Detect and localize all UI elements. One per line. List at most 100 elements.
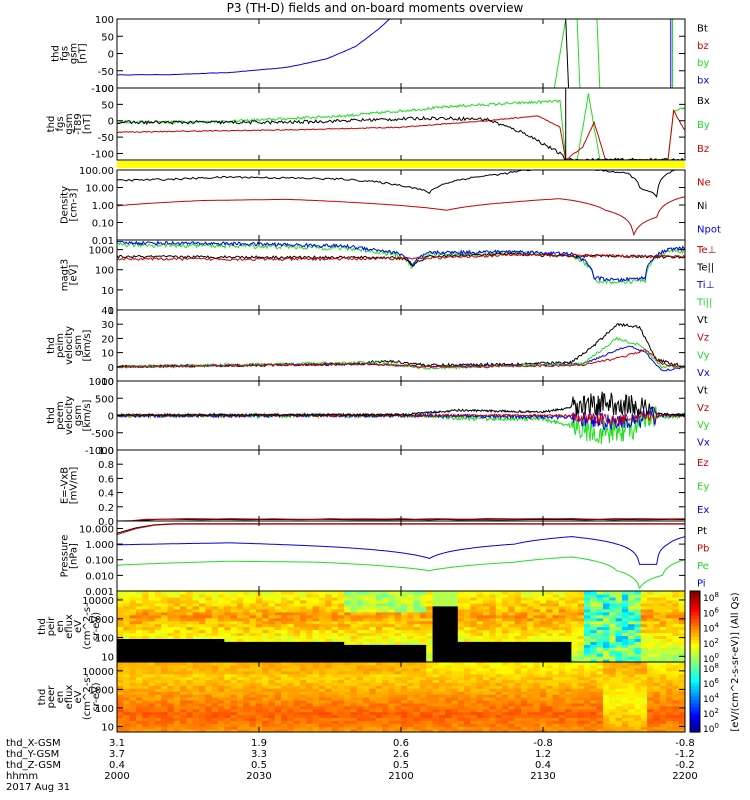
spectrogram-cell [520,626,528,631]
spectrogram-cell [205,629,213,634]
spectrogram-cell [590,653,598,657]
spectrogram-cell [552,702,560,707]
spectrogram-cell [432,720,440,724]
spectrogram-cell [502,626,509,631]
spectrogram-cell [123,711,131,716]
spectrogram-cell [470,682,478,686]
spectrogram-cell [337,608,345,613]
spectrogram-cell [167,708,175,713]
spectrogram-cell [520,653,528,657]
spectrogram-cell [533,729,541,732]
spectrogram-cell [508,714,516,718]
spectrogram-cell [527,650,535,654]
spectrogram-cell [281,635,288,639]
spectrogram-cell [249,656,257,660]
spectrogram-cell [407,653,415,657]
spectrogram-cell [672,685,680,689]
spectrogram-cell [135,723,143,727]
spectrogram-cell [274,667,282,672]
spectrogram-cell [653,705,661,710]
spectrogram-cell [375,596,383,601]
spectrogram-cell [666,626,673,631]
spectrogram-cell [653,679,661,683]
spectrogram-cell [287,673,295,678]
spectrogram-cell [129,699,137,704]
spectrogram-cell [135,635,143,639]
spectrogram-cell [325,694,333,698]
spectrogram-cell [407,617,415,622]
spectrogram-cell [470,638,478,642]
x-row-value: 2.6 [393,749,409,760]
spectrogram-cell [344,596,352,601]
spectrogram-cell [350,664,358,669]
spectrogram-cell [205,664,213,669]
spectrogram-cell [678,605,685,610]
spectrogram-cell [123,638,131,642]
spectrogram-cell [337,591,345,595]
spectrogram-cell [546,711,554,716]
spectrogram-cell [615,635,623,639]
spectrogram-cell [577,644,585,648]
spectrogram-cell [167,632,175,636]
spectrogram-cell [647,717,654,721]
spectrogram-cell [672,670,680,675]
spectrogram-cell [590,694,598,698]
spectrogram-cell [312,708,320,713]
spectrogram-cell [596,694,604,698]
spectrogram-cell [230,702,238,707]
spectrogram-cell [382,614,389,619]
spectrogram-cell [413,714,421,718]
spectrogram-cell [274,659,282,662]
spectrogram-cell [647,676,654,681]
spectrogram-cell [199,688,206,692]
spectrogram-cell [388,653,396,657]
spectrogram-cell [495,667,503,672]
spectrogram-cell [508,611,516,616]
spectrogram-cell [224,594,232,598]
spectrogram-cell [306,635,314,639]
spectrogram-cell [375,670,383,675]
spectrogram-cell [312,650,320,654]
spectrogram-cell [634,711,642,716]
spectrogram-cell [470,720,478,724]
spectrogram-cell [533,679,541,683]
spectrogram-cell [356,599,364,604]
spectrogram-cell [514,594,522,598]
spectrogram-cell [129,708,137,713]
spectrogram-cell [236,726,244,730]
spectrogram-cell [262,605,270,610]
spectrogram-cell [236,720,244,724]
spectrogram-cell [369,632,377,636]
spectrogram-cell [571,617,579,622]
spectrogram-cell [432,650,440,654]
spectrogram-cell [148,591,156,595]
spectrogram-cell [394,717,402,721]
spectrogram-cell [356,644,364,648]
spectrogram-cell [236,667,244,672]
y-axis-label: thd [37,689,48,706]
spectrogram-cell [356,662,364,666]
spectrogram-cell [331,691,339,695]
spectrogram-cell [419,670,427,675]
spectrogram-cell [375,679,383,683]
spectrogram-cell [672,699,680,704]
spectrogram-cell [514,596,522,601]
series-by [576,19,581,88]
spectrogram-cell [407,717,415,721]
y-axis-label: fgs [55,116,66,131]
spectrogram-cell [117,647,124,651]
spectrogram-cell [337,632,345,636]
spectrogram-cell [192,644,200,648]
spectrogram-cell [281,726,288,730]
spectrogram-cell [546,623,554,628]
spectrogram-cell [249,711,257,716]
spectrogram-cell [300,650,307,654]
spectrogram-cell [350,670,358,675]
y-tick-label: 10 [101,722,114,733]
spectrogram-cell [527,614,535,619]
spectrogram-cell [375,717,383,721]
spectrogram-cell [123,659,131,662]
spectrogram-cell [413,659,421,662]
spectrogram-cell [483,596,490,601]
